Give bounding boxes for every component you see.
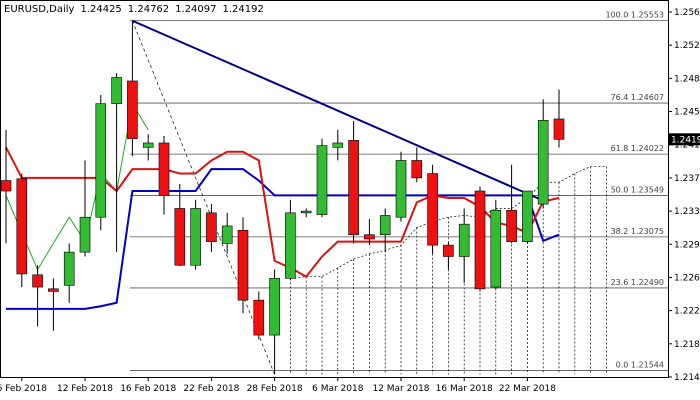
candles — [0, 20, 565, 375]
bull-candle — [269, 278, 280, 336]
plot-frame — [0, 0, 669, 378]
y-tick-label: 1.24890 — [674, 74, 700, 84]
fib-label: 0.0 1.21544 — [616, 361, 664, 370]
y-tick-label: 1.25650 — [674, 8, 700, 18]
trendline — [131, 19, 544, 202]
x-tick-label: 16 Mar 2018 — [436, 384, 493, 394]
bull-candle — [111, 77, 122, 104]
bull-candle — [63, 251, 75, 286]
y-tick-label: 1.22230 — [674, 307, 700, 317]
y-tick-label: 1.22990 — [674, 240, 700, 250]
bull-candle — [332, 142, 344, 148]
fib-label: 61.8 1.24022 — [611, 144, 664, 153]
bear-candle — [206, 212, 217, 242]
bull-candle — [395, 160, 407, 218]
bull-candle — [95, 103, 107, 218]
y-tick-label: 1.21850 — [674, 340, 700, 350]
bull-candle — [142, 142, 154, 148]
y-tick-label: 1.24510 — [674, 108, 700, 118]
bear-candle — [443, 244, 454, 257]
bull-candle — [458, 223, 470, 257]
high-value: 1.24762 — [127, 4, 170, 15]
bull-candle — [490, 209, 502, 288]
bear-candle — [253, 299, 265, 336]
last-price-marker: 1.24192 — [668, 133, 700, 146]
x-tick-label: 12 Mar 2018 — [372, 384, 429, 394]
bull-candle — [316, 145, 328, 215]
bull-candle — [79, 216, 91, 253]
bear-candle — [32, 274, 43, 288]
bear-candle — [348, 140, 359, 235]
y-tick-label: 1.25270 — [674, 41, 700, 51]
close-value: 1.24192 — [222, 4, 264, 15]
bear-candle — [427, 173, 438, 246]
last-price-box — [668, 133, 700, 146]
bear-candle — [237, 230, 249, 301]
bear-candle — [0, 180, 12, 192]
bull-candle — [379, 215, 391, 235]
bear-candle — [364, 234, 375, 240]
bear-candle — [174, 208, 186, 266]
fibonacci-levels: 100.0 1.25553 76.4 1.24607 61.8 1.24022 50.… — [130, 10, 668, 371]
fib-label: 23.6 1.22490 — [611, 278, 664, 287]
low-value: 1.24097 — [175, 4, 217, 15]
bear-candle — [474, 190, 486, 290]
x-tick-label: 6 Feb 2018 — [0, 384, 47, 394]
fib-label: 100.0 1.25553 — [605, 10, 664, 19]
bull-candle — [522, 190, 533, 242]
bull-candle — [285, 212, 296, 279]
last-price-label: 1.24192 — [671, 135, 700, 145]
bull-candle — [537, 119, 549, 205]
x-tick-label: 16 Feb 2018 — [120, 384, 176, 394]
x-tick-label: 22 Feb 2018 — [183, 384, 239, 394]
bear-candle — [127, 80, 138, 139]
y-tick-label: 1.21470 — [674, 373, 700, 383]
y-tick-label: 1.23370 — [674, 207, 700, 217]
y-tick-label: 1.24130 — [674, 141, 700, 151]
fib-label: 76.4 1.24607 — [611, 93, 664, 102]
fib-label: 38.2 1.23075 — [611, 227, 664, 236]
bear-candle — [553, 118, 565, 140]
bear-candle — [158, 142, 170, 196]
y-axis: 1.25650 1.25270 1.24890 1.24510 1.24130 1.237… — [668, 8, 700, 383]
open-value: 1.24425 — [80, 4, 122, 15]
bear-candle — [16, 178, 28, 275]
x-tick-label: 22 Mar 2018 — [499, 384, 556, 394]
y-tick-label: 1.23750 — [674, 174, 700, 184]
blue-line — [6, 168, 560, 310]
fib-label: 50.0 1.23549 — [611, 185, 664, 194]
bear-candle — [411, 160, 423, 179]
x-tick-label: 28 Feb 2018 — [247, 384, 303, 394]
bull-candle — [300, 210, 312, 214]
x-tick-label: 12 Feb 2018 — [57, 384, 113, 394]
y-tick-label: 1.22610 — [674, 273, 700, 283]
x-axis: 6 Feb 2018 12 Feb 2018 16 Feb 2018 22 Feb 2… — [0, 377, 556, 394]
bear-candle — [48, 288, 59, 292]
x-tick-label: 6 Mar 2018 — [312, 384, 364, 394]
green-line — [5, 102, 149, 271]
bull-candle — [221, 225, 233, 244]
chart-header: EURUSD,Daily 1.24425 1.24762 1.24097 1.24192 — [4, 4, 270, 15]
bear-candle — [506, 209, 517, 242]
symbol-label: EURUSD,Daily — [4, 4, 75, 15]
bull-candle — [190, 208, 201, 266]
